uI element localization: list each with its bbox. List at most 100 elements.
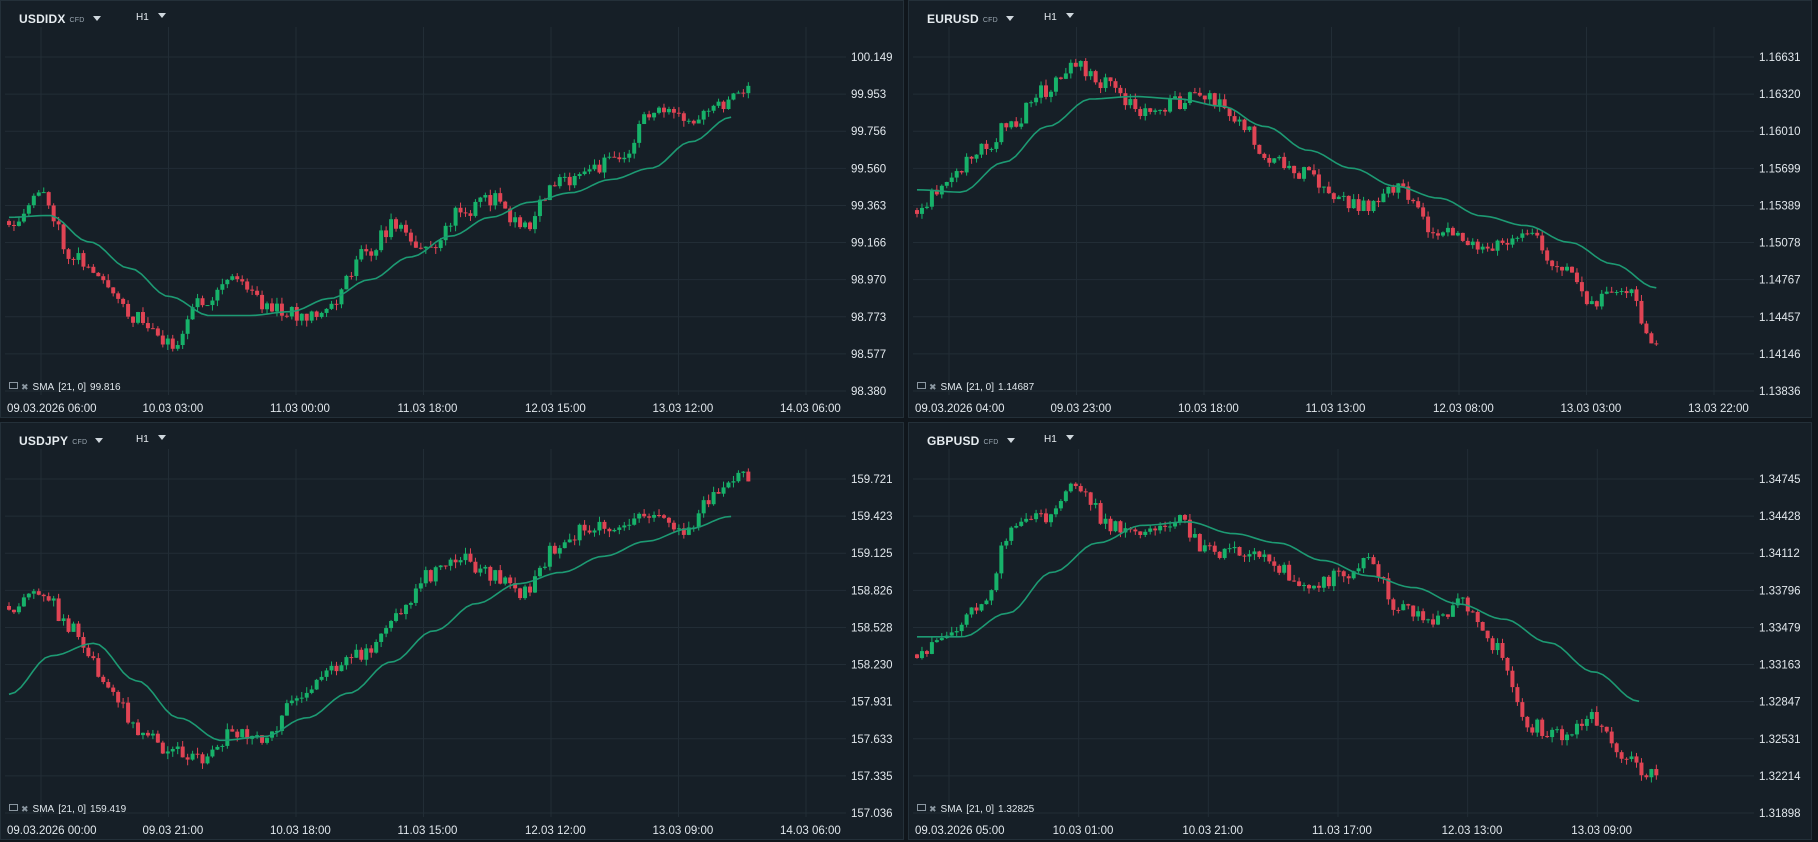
- timeframe-selector[interactable]: H1: [136, 12, 166, 23]
- candle: [1282, 152, 1287, 170]
- chart-panel-gbpusd[interactable]: 1.34745 1.34428 1.34112 1.33796 1.33479 1.331…: [908, 422, 1812, 840]
- symbol-selector[interactable]: EURUSD CFD: [927, 12, 1014, 26]
- x-axis: 09.03.2026 04:00 09.03 23:00 10.03 18:00 11…: [915, 403, 1749, 415]
- candle: [1609, 286, 1614, 293]
- candle: [41, 187, 46, 194]
- timeframe-selector[interactable]: H1: [136, 434, 166, 445]
- settings-icon[interactable]: [9, 382, 18, 389]
- close-icon[interactable]: ✖: [929, 382, 937, 392]
- chevron-down-icon[interactable]: [1006, 438, 1015, 443]
- candle: [408, 601, 413, 609]
- candle: [969, 156, 974, 164]
- candle: [493, 190, 498, 210]
- chart-panel-eurusd[interactable]: 1.16631 1.16320 1.16010 1.15699 1.15389 1.150…: [908, 0, 1812, 418]
- candle: [1609, 727, 1614, 748]
- candle: [26, 203, 31, 217]
- candle: [1103, 513, 1108, 530]
- candle: [443, 565, 448, 570]
- symbol-selector[interactable]: GBPUSD CFD: [927, 434, 1015, 448]
- chart-plot[interactable]: 1.16631 1.16320 1.16010 1.15699 1.15389 1.150…: [909, 1, 1812, 418]
- candle: [1356, 193, 1361, 215]
- close-icon[interactable]: ✖: [929, 804, 937, 814]
- candle: [528, 583, 533, 597]
- candle: [453, 206, 458, 232]
- candle: [924, 202, 929, 210]
- chevron-down-icon[interactable]: [157, 13, 166, 18]
- timeframe-selector[interactable]: H1: [1044, 12, 1074, 23]
- settings-icon[interactable]: [917, 804, 926, 811]
- candle: [617, 152, 622, 163]
- candle: [1584, 715, 1589, 731]
- candle: [1083, 488, 1088, 497]
- candle: [121, 297, 126, 308]
- candle: [716, 98, 721, 109]
- chart-plot[interactable]: 159.721 159.423 159.125 158.826 158.528 158.2…: [1, 423, 904, 840]
- chart-plot[interactable]: 1.34745 1.34428 1.34112 1.33796 1.33479 1.331…: [909, 423, 1812, 840]
- candle: [230, 725, 235, 732]
- candle: [423, 566, 428, 587]
- candle: [354, 255, 359, 281]
- candle: [96, 272, 101, 277]
- candle: [1396, 607, 1401, 614]
- candle: [364, 244, 369, 256]
- candle: [329, 661, 334, 675]
- settings-icon[interactable]: [917, 382, 926, 389]
- chevron-down-icon[interactable]: [1005, 16, 1014, 21]
- y-tick-label: 98.773: [851, 312, 886, 324]
- close-icon[interactable]: ✖: [21, 804, 29, 814]
- candle: [250, 285, 255, 296]
- candle: [418, 242, 423, 250]
- candle: [309, 310, 314, 324]
- candle: [7, 602, 11, 611]
- y-tick-label: 1.14767: [1759, 275, 1801, 287]
- candle: [632, 139, 637, 159]
- candle: [1143, 529, 1148, 538]
- candle: [1058, 499, 1063, 511]
- candle: [1545, 731, 1550, 739]
- symbol-selector[interactable]: USDJPY CFD: [19, 434, 104, 448]
- candle: [498, 187, 503, 204]
- candle: [582, 167, 587, 176]
- candle: [240, 728, 245, 738]
- settings-icon[interactable]: [9, 804, 18, 811]
- candle: [1058, 76, 1063, 80]
- candle: [51, 203, 56, 227]
- candle: [324, 668, 329, 681]
- chevron-down-icon[interactable]: [92, 16, 101, 21]
- candle: [1520, 229, 1525, 242]
- candle: [661, 103, 666, 118]
- chart-panel-usdjpy[interactable]: 159.721 159.423 159.125 158.826 158.528 158.2…: [0, 422, 904, 840]
- chart-panel-usdidx[interactable]: 100.149 99.953 99.756 99.560 99.363 99.166 98.…: [0, 0, 904, 418]
- chevron-down-icon[interactable]: [1065, 435, 1074, 440]
- candle: [1555, 261, 1560, 273]
- candle: [116, 291, 121, 304]
- candle: [1579, 276, 1584, 297]
- sma-value: 159.419: [90, 804, 127, 815]
- sma-name: SMA: [32, 382, 55, 393]
- candle: [443, 222, 448, 246]
- x-axis: 09.03.2026 00:00 09.03 21:00 10.03 18:00 11…: [7, 825, 841, 837]
- timeframe-selector[interactable]: H1: [1044, 434, 1074, 445]
- candle: [1450, 601, 1455, 617]
- x-tick-label: 10.03 21:00: [1182, 825, 1243, 837]
- close-icon[interactable]: ✖: [21, 382, 29, 392]
- candle: [1088, 491, 1093, 511]
- candle: [1123, 88, 1128, 110]
- chevron-down-icon[interactable]: [95, 438, 104, 443]
- candle: [1277, 155, 1282, 161]
- candle: [1277, 564, 1282, 576]
- candle: [304, 687, 309, 702]
- candle: [597, 159, 602, 174]
- candle: [349, 271, 354, 280]
- candle: [994, 571, 999, 593]
- chevron-down-icon[interactable]: [1065, 13, 1074, 18]
- candle: [145, 730, 150, 738]
- x-axis: 09.03.2026 06:00 10.03 03:00 11.03 00:00 11…: [7, 403, 841, 415]
- candle: [1019, 517, 1024, 527]
- candle: [81, 632, 86, 653]
- symbol-selector[interactable]: USDIDX CFD: [19, 12, 101, 26]
- sma-line: [916, 95, 1657, 289]
- chevron-down-icon[interactable]: [157, 435, 166, 440]
- chart-plot[interactable]: 100.149 99.953 99.756 99.560 99.363 99.166 98.…: [1, 1, 904, 418]
- candle: [1321, 186, 1326, 194]
